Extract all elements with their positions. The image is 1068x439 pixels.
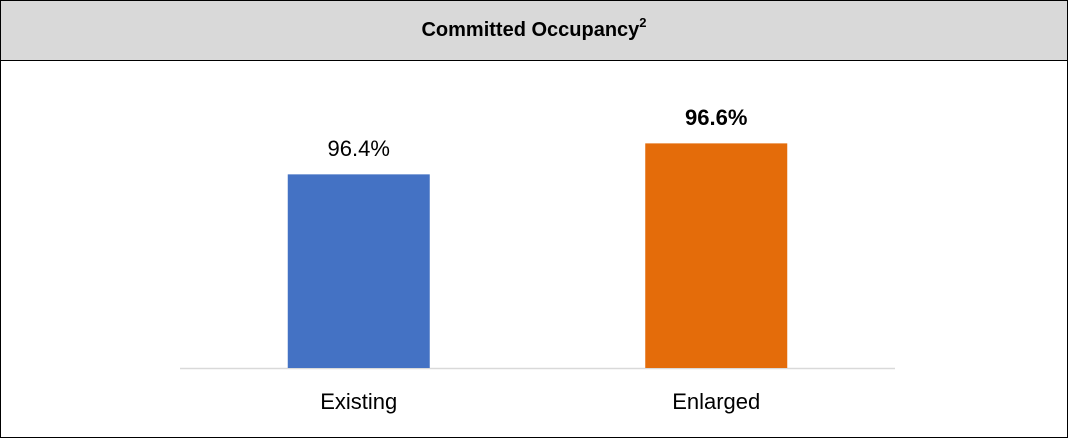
x-tick-label: Existing <box>320 389 397 414</box>
value-label: 96.6% <box>685 105 747 130</box>
chart-title: Committed Occupancy2 <box>421 15 646 41</box>
header-band <box>0 0 1068 61</box>
title-text: Committed Occupancy <box>421 19 640 41</box>
x-tick-label: Enlarged <box>672 389 760 414</box>
bar <box>287 174 430 368</box>
title-superscript: 2 <box>639 15 646 30</box>
value-label: 96.4% <box>328 136 390 161</box>
bar <box>645 143 788 368</box>
